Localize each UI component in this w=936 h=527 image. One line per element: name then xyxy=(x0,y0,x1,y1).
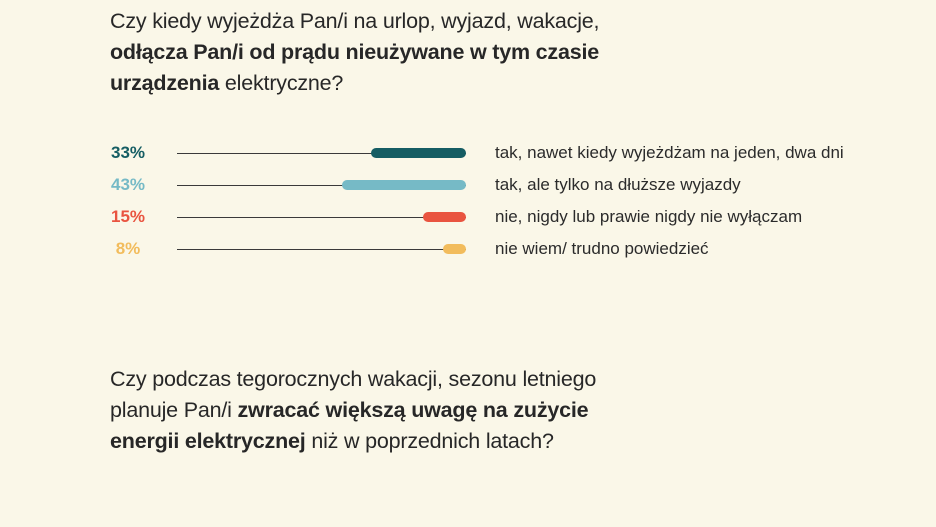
question-line: urządzenia elektryczne? xyxy=(110,68,599,99)
bar-segment xyxy=(341,180,466,190)
question-text-segment: Czy kiedy wyjeżdża Pan/i na urlop, wyjaz… xyxy=(110,9,600,33)
bar-track xyxy=(177,243,466,255)
bar-baseline xyxy=(177,216,466,218)
question-text-segment: urządzenia xyxy=(110,71,220,95)
question-line: energii elektrycznej niż w poprzednich l… xyxy=(110,426,596,457)
survey-bar-chart: 33% tak, nawet kiedy wyjeżdżam na jeden,… xyxy=(0,137,936,265)
bar-segment xyxy=(370,148,466,158)
chart-row: 15% nie, nigdy lub prawie nigdy nie wyłą… xyxy=(0,201,936,233)
bar-label: tak, nawet kiedy wyjeżdżam na jeden, dwa… xyxy=(495,143,844,162)
bar-percent: 33% xyxy=(110,143,146,162)
question-line: planuje Pan/i zwracać większą uwagę na z… xyxy=(110,395,596,426)
question-text-segment: energii elektrycznej xyxy=(110,429,306,453)
bar-percent: 15% xyxy=(110,207,146,226)
bar-label: nie, nigdy lub prawie nigdy nie wyłączam xyxy=(495,207,803,226)
question-text-segment: zwracać większą uwagę na zużycie xyxy=(237,398,589,422)
bar-track xyxy=(177,179,466,191)
bar-segment xyxy=(422,212,466,222)
question-line: Czy kiedy wyjeżdża Pan/i na urlop, wyjaz… xyxy=(110,6,600,37)
question-line: odłącza Pan/i od prądu nieużywane w tym … xyxy=(110,37,599,68)
chart-row: 33% tak, nawet kiedy wyjeżdżam na jeden,… xyxy=(0,137,936,169)
bar-baseline xyxy=(177,248,466,250)
question-secondary: Czy podczas tegorocznych wakacji, sezonu… xyxy=(110,364,596,457)
bar-label: tak, ale tylko na dłuższe wyjazdy xyxy=(495,175,741,194)
bar-label: nie wiem/ trudno powiedzieć xyxy=(495,239,709,258)
chart-row: 43% tak, ale tylko na dłuższe wyjazdy xyxy=(0,169,936,201)
question-text-segment: elektryczne? xyxy=(219,71,344,95)
question-text-segment: planuje Pan/i xyxy=(110,398,238,422)
question-primary: Czy kiedy wyjeżdża Pan/i na urlop, wyjaz… xyxy=(110,6,600,99)
bar-track xyxy=(177,147,466,159)
question-line: Czy podczas tegorocznych wakacji, sezonu… xyxy=(110,364,596,395)
question-text-segment: Czy podczas tegorocznych wakacji, sezonu… xyxy=(110,367,597,391)
question-text-segment: niż w poprzednich latach? xyxy=(305,429,554,453)
bar-baseline xyxy=(177,184,466,186)
bar-percent: 43% xyxy=(110,175,146,194)
chart-row: 8% nie wiem/ trudno powiedzieć xyxy=(0,233,936,265)
bar-percent: 8% xyxy=(115,239,141,258)
bar-segment xyxy=(442,244,466,254)
bar-baseline xyxy=(177,152,466,154)
bar-track xyxy=(177,211,466,223)
question-text-segment: odłącza Pan/i od prądu nieużywane w tym … xyxy=(110,40,600,64)
